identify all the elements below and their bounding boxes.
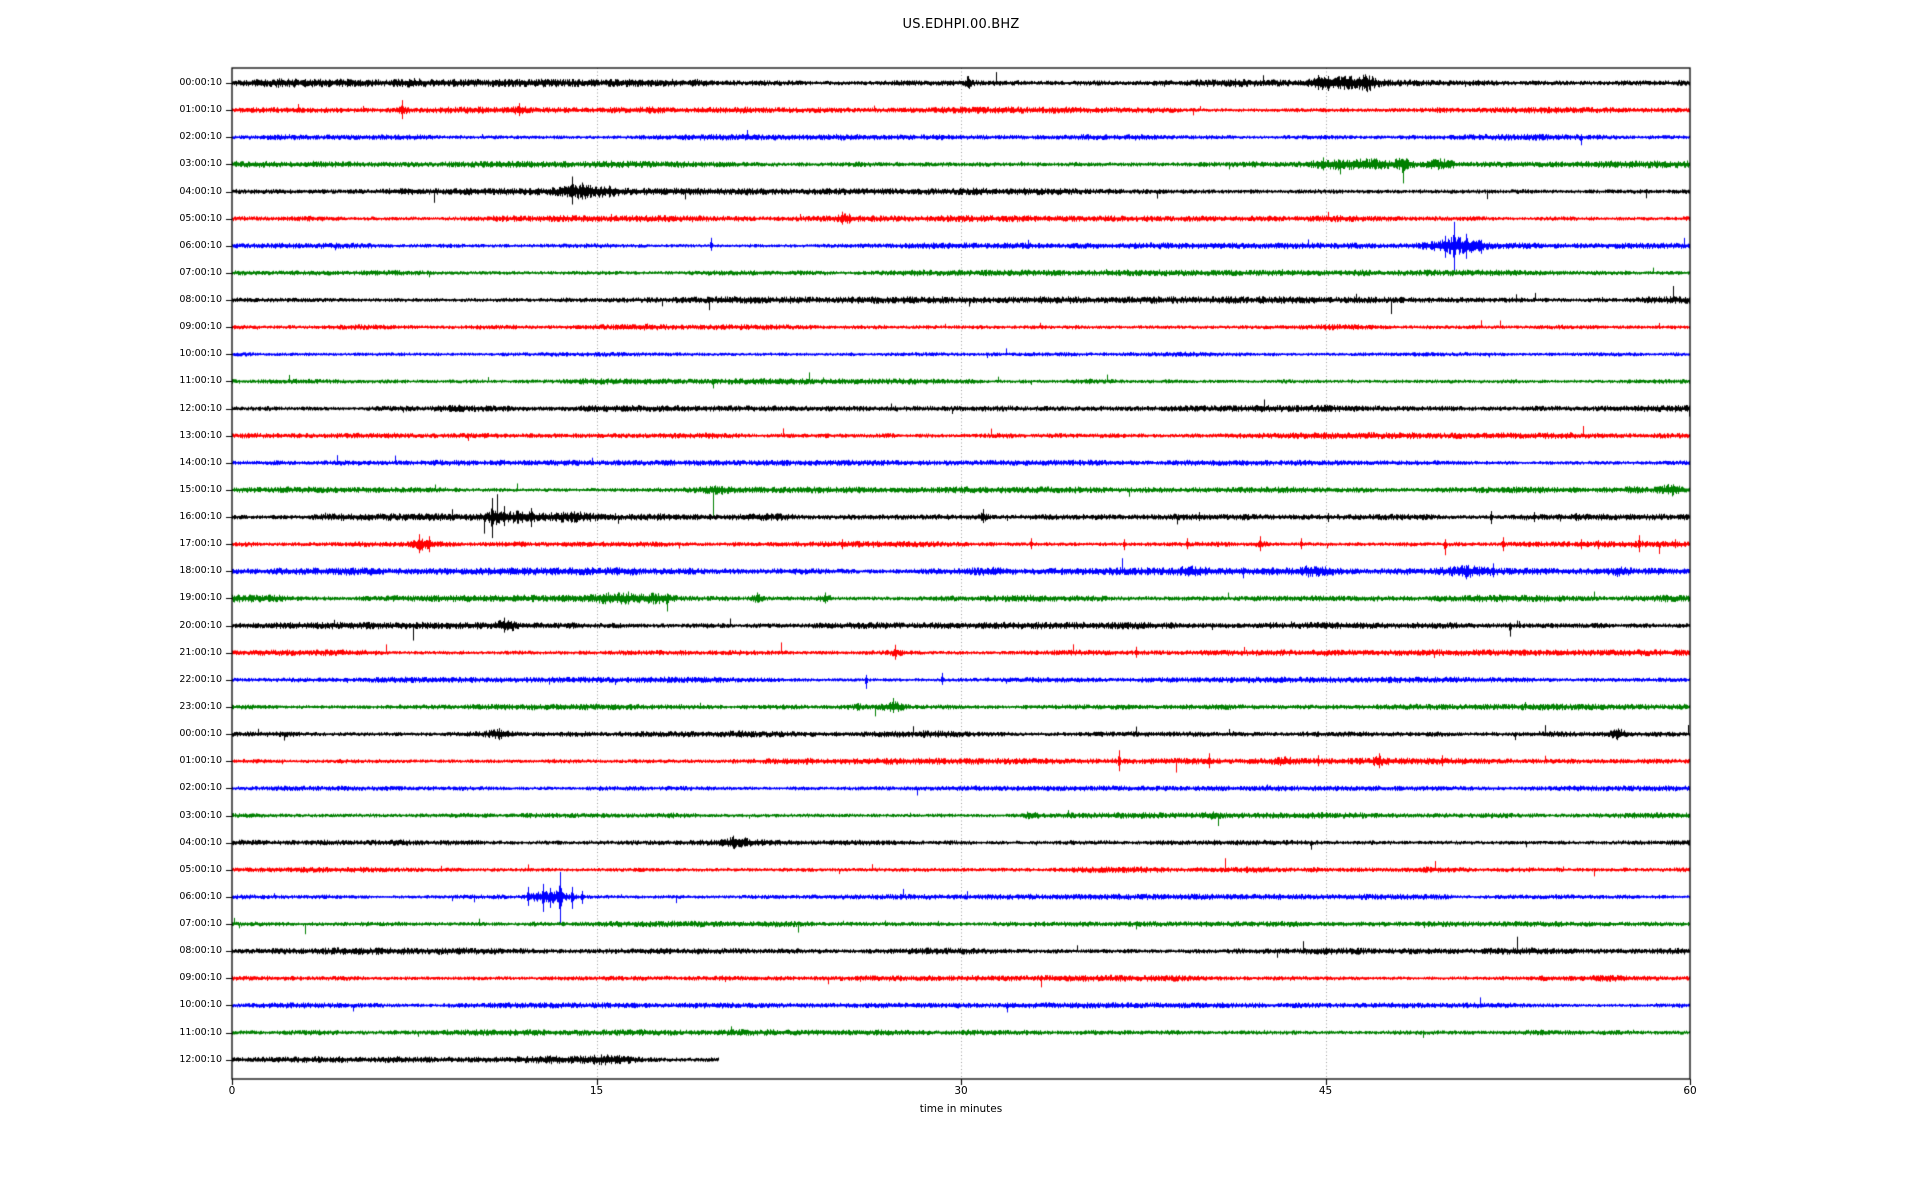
y-axis-tick-label: 04:00:10 [179,185,222,197]
y-axis-tick-label: 14:00:10 [179,456,222,468]
y-axis-tick-label: 13:00:10 [179,429,222,441]
y-axis-tick-label: 01:00:10 [179,755,222,767]
y-axis-tick-label: 06:00:10 [179,239,222,251]
y-axis-tick-label: 01:00:10 [179,104,222,116]
y-axis-tick-label: 09:00:10 [179,972,222,984]
x-axis-title: time in minutes [919,1103,1003,1115]
y-axis-tick-label: 19:00:10 [179,592,222,604]
y-axis-tick-label: 00:00:10 [179,77,222,88]
y-axis-tick-label: 15:00:10 [179,483,222,495]
x-axis-tick-label: 60 [1683,1085,1697,1097]
y-axis-tick-label: 10:00:10 [179,348,222,360]
y-axis-tick-label: 16:00:10 [179,511,222,523]
x-axis-tick-label: 15 [589,1085,604,1097]
x-axis-tick-label: 0 [228,1085,236,1097]
y-axis-tick-label: 12:00:10 [179,402,222,414]
y-axis-tick-label: 02:00:10 [179,782,222,794]
y-axis-tick-label: 08:00:10 [179,294,222,306]
y-axis-tick-label: 05:00:10 [179,863,222,875]
y-axis-tick-label: 08:00:10 [179,945,222,957]
y-axis-tick-label: 18:00:10 [179,565,222,577]
y-axis-tick-label: 20:00:10 [179,619,222,631]
y-axis-tick-label: 22:00:10 [179,673,222,685]
y-axis-tick-label: 07:00:10 [179,266,222,278]
y-axis-tick-label: 11:00:10 [179,1026,222,1038]
y-axis-tick-label: 03:00:10 [179,158,222,170]
y-axis-tick-label: 09:00:10 [179,321,222,333]
y-axis-tick-label: 10:00:10 [179,999,222,1011]
x-axis-tick-label: 30 [954,1085,968,1097]
y-axis-tick-label: 00:00:10 [179,728,222,740]
y-axis-tick-label: 03:00:10 [179,809,222,821]
plot-title: US.EDHPI.00.BHZ [902,17,1020,32]
y-axis-tick-label: 21:00:10 [179,646,222,658]
y-axis-tick-label: 23:00:10 [179,700,222,712]
y-axis-tick-label: 05:00:10 [179,212,222,224]
y-axis-tick-label: 06:00:10 [179,890,222,902]
x-axis-tick-label: 45 [1318,1085,1333,1097]
y-axis-tick-label: 04:00:10 [179,836,222,848]
y-axis-tick-label: 17:00:10 [179,538,222,550]
y-axis-tick-label: 12:00:10 [179,1053,222,1065]
y-axis-tick-label: 11:00:10 [179,375,222,387]
y-axis-tick-label: 02:00:10 [179,131,222,143]
y-axis-tick-label: 07:00:10 [179,918,222,930]
